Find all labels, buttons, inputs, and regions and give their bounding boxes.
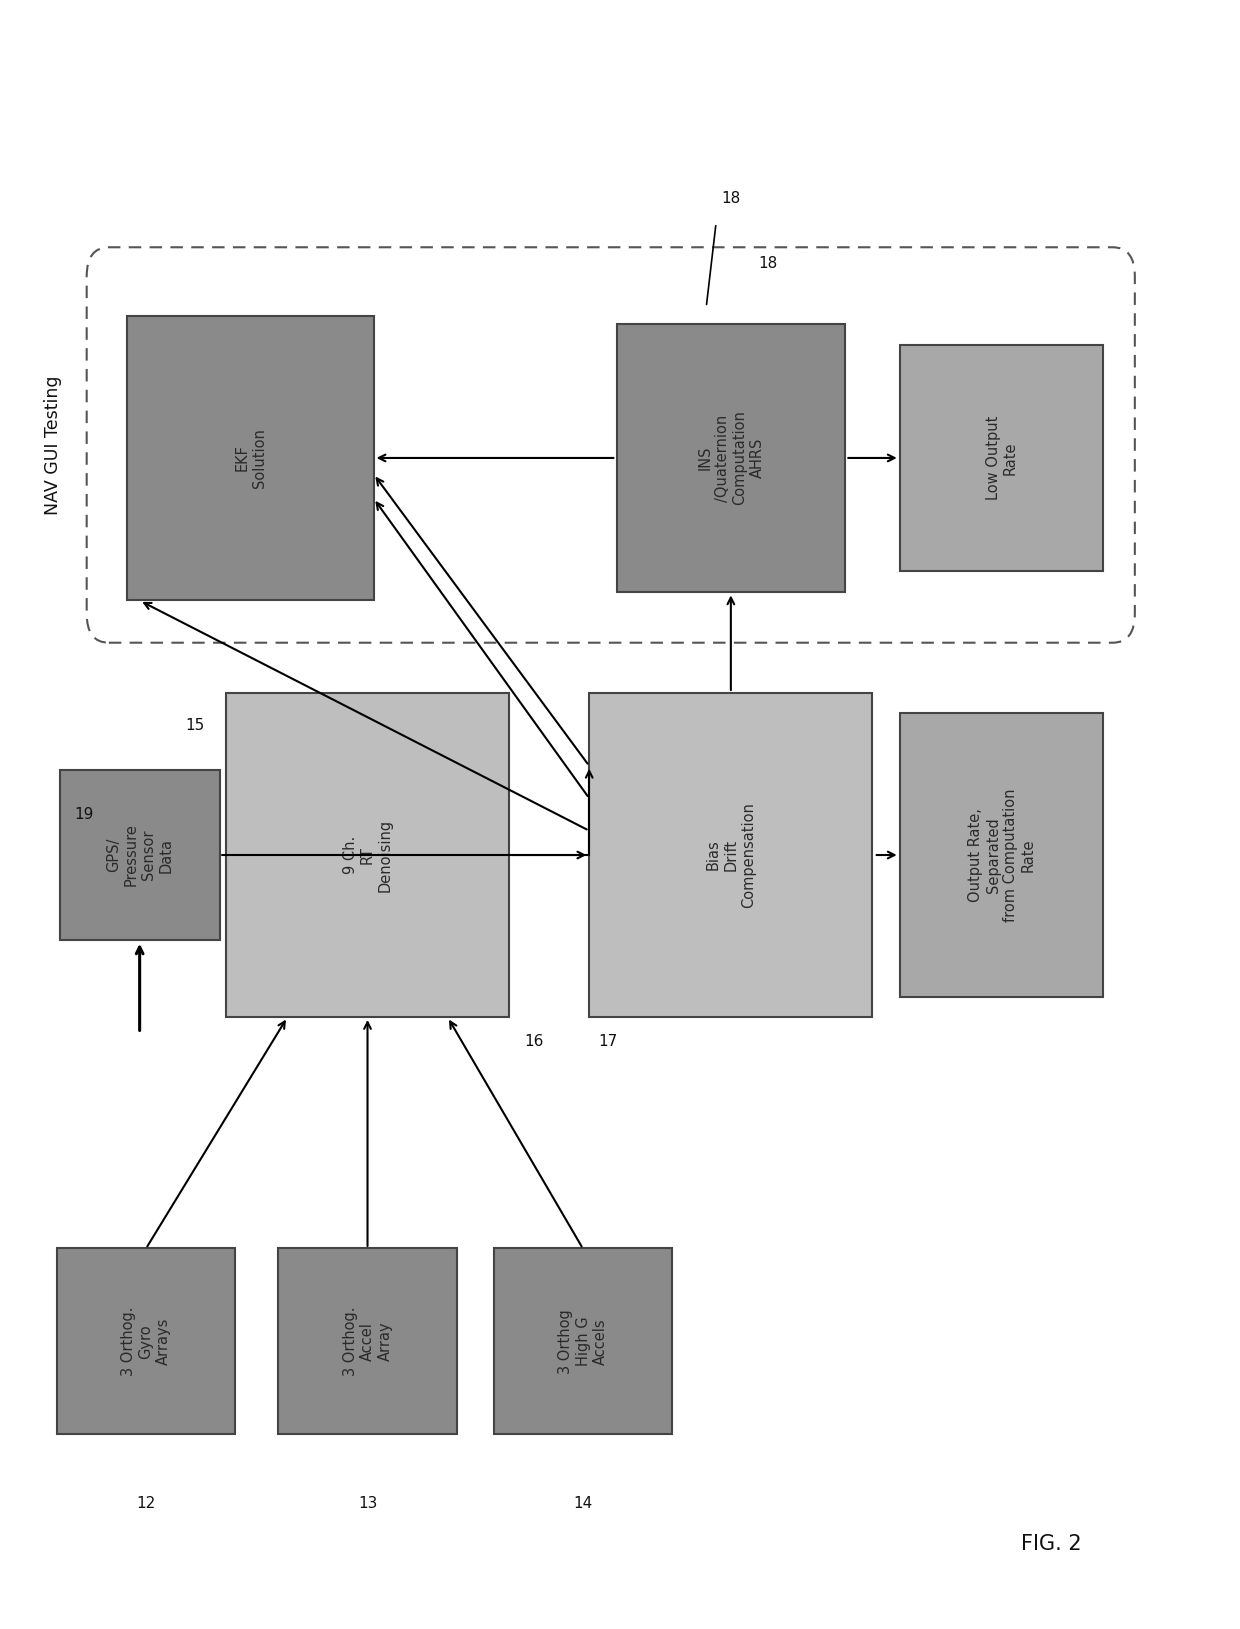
FancyBboxPatch shape bbox=[900, 344, 1104, 572]
Text: 12: 12 bbox=[136, 1495, 155, 1510]
Text: 18: 18 bbox=[758, 256, 777, 270]
FancyBboxPatch shape bbox=[278, 1248, 456, 1435]
Text: NAV GUI Testing: NAV GUI Testing bbox=[45, 375, 62, 515]
Text: 18: 18 bbox=[722, 191, 740, 207]
Text: 9 Ch.
RT
Denoising: 9 Ch. RT Denoising bbox=[342, 818, 392, 891]
Text: Bias
Drift
Compensation: Bias Drift Compensation bbox=[706, 801, 755, 907]
Text: Output Rate,
Separated
from Computation
Rate: Output Rate, Separated from Computation … bbox=[968, 788, 1035, 922]
FancyBboxPatch shape bbox=[60, 771, 219, 940]
Text: 17: 17 bbox=[598, 1034, 618, 1049]
Text: EKF
Solution: EKF Solution bbox=[234, 428, 267, 489]
FancyBboxPatch shape bbox=[900, 714, 1104, 997]
Text: GPS/
Pressure
Sensor
Data: GPS/ Pressure Sensor Data bbox=[107, 824, 174, 886]
FancyBboxPatch shape bbox=[128, 316, 373, 599]
FancyBboxPatch shape bbox=[618, 324, 844, 591]
Text: 16: 16 bbox=[525, 1034, 543, 1049]
FancyBboxPatch shape bbox=[57, 1248, 236, 1435]
Text: 3 Orthog.
Gyro
Arrays: 3 Orthog. Gyro Arrays bbox=[122, 1306, 171, 1377]
Text: 13: 13 bbox=[358, 1495, 377, 1510]
Text: 19: 19 bbox=[74, 806, 94, 823]
Text: Low Output
Rate: Low Output Rate bbox=[986, 415, 1018, 500]
Text: INS
/Quaternion
Computation
AHRS: INS /Quaternion Computation AHRS bbox=[697, 411, 764, 505]
FancyBboxPatch shape bbox=[589, 692, 873, 1016]
Text: 3 Orthog
High G
Accels: 3 Orthog High G Accels bbox=[558, 1308, 608, 1373]
Text: 14: 14 bbox=[573, 1495, 593, 1510]
FancyBboxPatch shape bbox=[226, 692, 510, 1016]
Text: 3 Orthog.
Accel
Array: 3 Orthog. Accel Array bbox=[342, 1306, 392, 1377]
Text: FIG. 2: FIG. 2 bbox=[1021, 1535, 1081, 1554]
Text: 15: 15 bbox=[186, 718, 205, 733]
FancyBboxPatch shape bbox=[494, 1248, 672, 1435]
